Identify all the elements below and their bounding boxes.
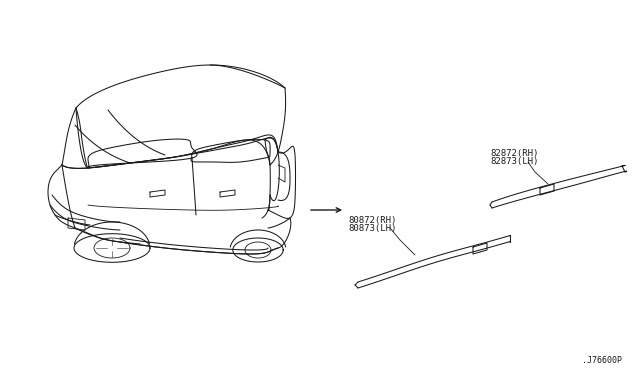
Text: 82872(RH): 82872(RH) (490, 149, 538, 158)
Text: 80873(LH): 80873(LH) (348, 224, 396, 233)
Text: 80872(RH): 80872(RH) (348, 216, 396, 225)
Text: 82873(LH): 82873(LH) (490, 157, 538, 166)
Text: .J76600P: .J76600P (582, 356, 622, 365)
